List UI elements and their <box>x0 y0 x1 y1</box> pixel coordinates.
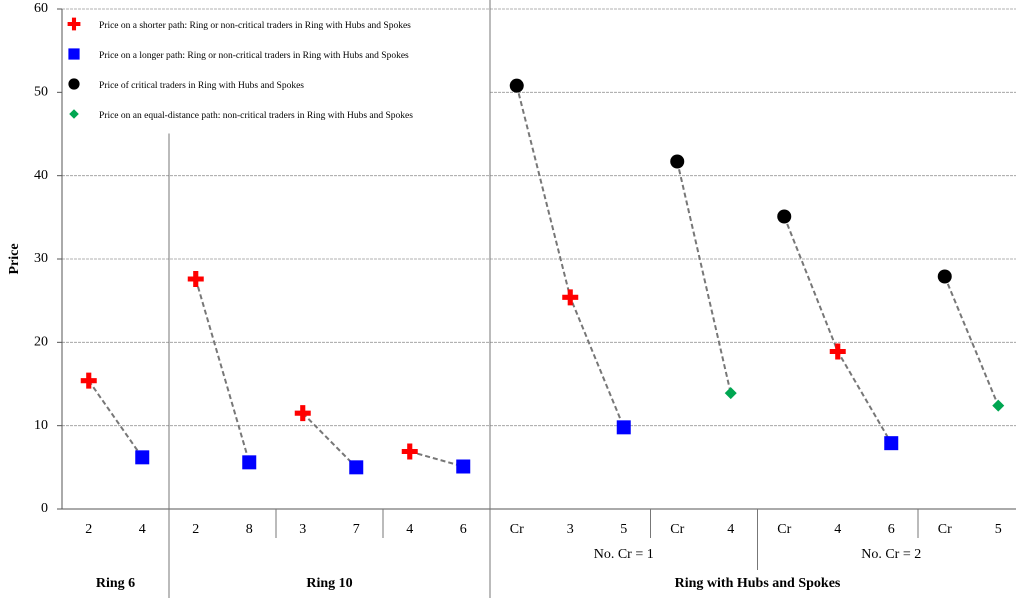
point <box>724 387 737 400</box>
y-tick-label: 40 <box>34 168 48 183</box>
x-tick-label: 5 <box>620 522 627 537</box>
x-subgroup-label: No. Cr = 1 <box>594 547 654 562</box>
x-tick-label: Cr <box>938 522 952 537</box>
x-tick-label: Cr <box>670 522 684 537</box>
connector <box>87 380 144 458</box>
legend-label: Price on a longer path: Ring or non-crit… <box>99 51 409 61</box>
connector <box>194 278 251 463</box>
legend-marker <box>67 17 81 31</box>
y-tick-label: 20 <box>34 335 48 350</box>
x-tick-label: 6 <box>460 522 467 537</box>
connector <box>409 450 464 468</box>
x-subgroup-label: No. Cr = 2 <box>861 547 921 562</box>
y-tick-label: 30 <box>34 251 48 266</box>
connector <box>515 85 625 428</box>
x-group-label: Ring 6 <box>96 576 135 591</box>
point <box>777 209 792 224</box>
x-tick-label: 6 <box>888 522 895 537</box>
point <box>401 443 418 460</box>
x-tick-label: Cr <box>777 522 791 537</box>
point <box>616 420 631 435</box>
point <box>456 459 471 474</box>
legend-box <box>62 9 490 134</box>
connector <box>302 412 357 469</box>
x-tick-label: 3 <box>299 522 306 537</box>
x-tick-label: 4 <box>406 522 413 537</box>
legend-label: Price of critical traders in Ring with H… <box>99 80 304 91</box>
point <box>562 289 579 306</box>
point <box>670 154 685 169</box>
point <box>992 399 1005 412</box>
y-tick-label: 0 <box>41 501 48 516</box>
x-tick-label: 7 <box>353 522 360 537</box>
point <box>135 450 150 465</box>
x-tick-label: 4 <box>834 522 841 537</box>
point <box>80 372 97 389</box>
y-axis-label: Price <box>7 243 22 274</box>
legend-marker <box>69 109 79 119</box>
point <box>187 271 204 287</box>
legend-label: Price on an equal-distance path: non-cri… <box>99 111 413 121</box>
x-group-label: Ring with Hubs and Spokes <box>675 576 841 591</box>
legend-label: Price on a shorter path: Ring or non-cri… <box>99 21 411 31</box>
point <box>829 343 846 360</box>
legend-marker <box>68 78 80 90</box>
x-tick-label: 2 <box>85 522 92 537</box>
point <box>349 460 364 475</box>
x-tick-label: Cr <box>510 522 524 537</box>
point <box>242 455 257 470</box>
point <box>937 269 952 284</box>
x-tick-label: 3 <box>567 522 574 537</box>
connector <box>676 161 732 394</box>
y-tick-label: 50 <box>34 85 48 100</box>
x-tick-label: 8 <box>246 522 253 537</box>
connector <box>943 276 1000 407</box>
connector <box>783 216 893 444</box>
x-tick-label: 4 <box>727 522 734 537</box>
y-tick-label: 60 <box>34 1 48 16</box>
x-tick-label: 4 <box>139 522 146 537</box>
x-tick-label: 2 <box>192 522 199 537</box>
point <box>509 78 524 93</box>
x-tick-label: 5 <box>995 522 1002 537</box>
x-group-label: Ring 10 <box>306 576 352 591</box>
point <box>294 405 311 422</box>
y-tick-label: 10 <box>34 418 48 433</box>
legend-marker <box>68 48 80 60</box>
point <box>884 436 899 451</box>
